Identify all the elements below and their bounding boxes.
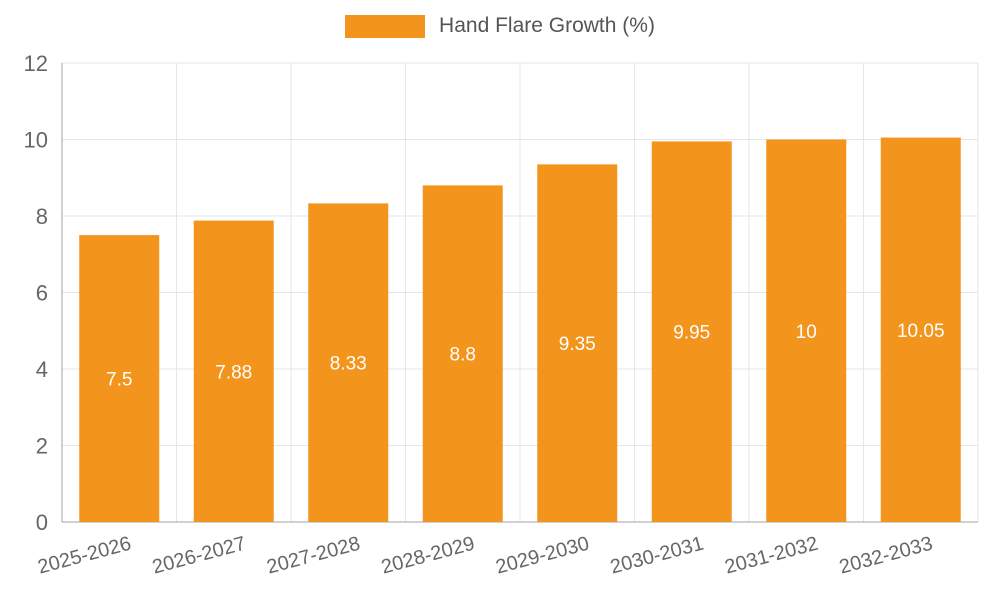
bar-value-label: 8.33: [330, 354, 367, 375]
bar-value-label: 9.95: [673, 323, 710, 344]
x-axis-category-label: 2027-2028: [264, 533, 362, 579]
x-axis-category-label: 2031-2032: [722, 533, 820, 579]
bar[interactable]: [766, 139, 847, 523]
bar[interactable]: [880, 137, 961, 522]
bar-value-label: 9.35: [559, 334, 596, 355]
bar[interactable]: [79, 235, 160, 522]
x-axis-category-label: 2032-2033: [837, 533, 935, 579]
y-axis-tick-label: 2: [36, 434, 48, 459]
bar-value-label: 8.8: [450, 345, 476, 366]
x-axis-category-label: 2030-2031: [608, 533, 706, 579]
legend-swatch: [345, 14, 426, 38]
legend-label: Hand Flare Growth (%): [439, 14, 655, 37]
bar-value-label: 10: [796, 322, 817, 343]
y-axis-tick-label: 8: [36, 204, 48, 229]
bar[interactable]: [537, 164, 618, 523]
x-axis-category-label: 2029-2030: [493, 533, 591, 579]
x-axis-category-label: 2026-2027: [150, 533, 248, 579]
bar[interactable]: [422, 185, 503, 522]
bar[interactable]: [651, 141, 732, 522]
bar[interactable]: [308, 203, 389, 522]
bar[interactable]: [193, 220, 274, 522]
y-axis-tick-label: 0: [36, 510, 48, 535]
x-axis-category-label: 2028-2029: [379, 533, 477, 579]
bar-value-label: 7.5: [106, 370, 132, 391]
legend[interactable]: Hand Flare Growth (%): [0, 14, 1000, 38]
bar-value-label: 10.05: [897, 321, 945, 342]
y-axis-tick-label: 10: [24, 128, 48, 153]
y-axis-tick-label: 6: [36, 281, 48, 306]
y-axis-tick-label: 4: [36, 357, 48, 382]
bar-value-label: 7.88: [215, 362, 252, 383]
x-axis-category-label: 2025-2026: [35, 533, 133, 579]
y-axis-tick-label: 12: [24, 51, 48, 76]
